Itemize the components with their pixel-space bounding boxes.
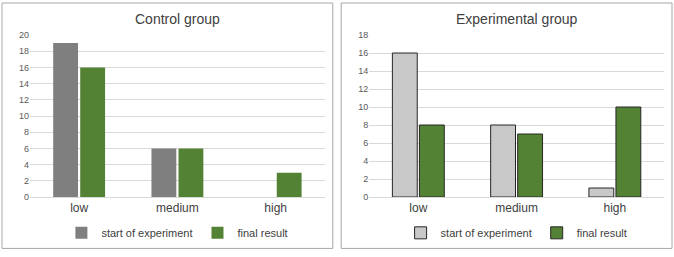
svg-text:20: 20 xyxy=(19,30,29,40)
svg-text:14: 14 xyxy=(19,79,29,89)
svg-text:14: 14 xyxy=(358,66,368,76)
svg-text:start of experiment: start of experiment xyxy=(441,227,532,239)
svg-text:2: 2 xyxy=(24,176,29,186)
svg-text:12: 12 xyxy=(358,84,368,94)
svg-text:medium: medium xyxy=(495,201,538,215)
svg-text:final result: final result xyxy=(577,227,627,239)
svg-text:8: 8 xyxy=(363,120,368,130)
svg-text:0: 0 xyxy=(363,192,368,202)
svg-text:10: 10 xyxy=(358,102,368,112)
svg-text:low: low xyxy=(70,201,88,215)
svg-text:6: 6 xyxy=(363,138,368,148)
svg-text:18: 18 xyxy=(358,30,368,40)
svg-text:Control group: Control group xyxy=(135,11,220,27)
svg-text:0: 0 xyxy=(24,192,29,202)
svg-text:18: 18 xyxy=(19,46,29,56)
svg-text:start of experiment: start of experiment xyxy=(101,227,192,239)
svg-text:10: 10 xyxy=(19,111,29,121)
svg-text:Experimental group: Experimental group xyxy=(456,11,578,27)
svg-text:low: low xyxy=(409,201,427,215)
svg-text:medium: medium xyxy=(156,201,199,215)
svg-text:4: 4 xyxy=(24,160,29,170)
svg-text:16: 16 xyxy=(358,48,368,58)
svg-text:high: high xyxy=(604,201,627,215)
svg-text:high: high xyxy=(264,201,287,215)
svg-text:final result: final result xyxy=(237,227,287,239)
svg-text:8: 8 xyxy=(24,127,29,137)
svg-text:16: 16 xyxy=(19,63,29,73)
svg-text:2: 2 xyxy=(363,174,368,184)
svg-text:12: 12 xyxy=(19,95,29,105)
svg-text:4: 4 xyxy=(363,156,368,166)
svg-text:6: 6 xyxy=(24,144,29,154)
